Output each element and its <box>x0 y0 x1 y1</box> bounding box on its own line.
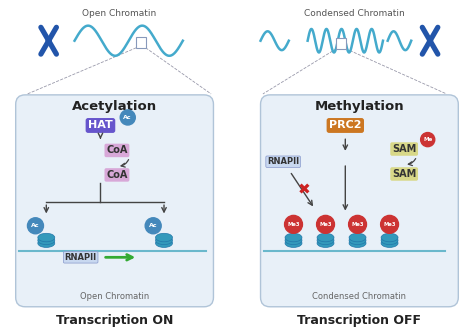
Text: ✖: ✖ <box>298 182 310 198</box>
Text: Transcription OFF: Transcription OFF <box>297 314 421 327</box>
FancyBboxPatch shape <box>16 95 213 307</box>
Text: PRC2: PRC2 <box>329 120 362 130</box>
Text: Condensed Chromatin: Condensed Chromatin <box>312 292 406 301</box>
Text: Ac: Ac <box>31 223 40 228</box>
Ellipse shape <box>317 239 334 248</box>
Ellipse shape <box>381 236 398 245</box>
Text: Me3: Me3 <box>319 222 332 227</box>
Ellipse shape <box>285 233 302 242</box>
Text: Transcription ON: Transcription ON <box>56 314 173 327</box>
Circle shape <box>348 215 366 233</box>
Ellipse shape <box>349 233 366 242</box>
Ellipse shape <box>38 233 55 242</box>
Circle shape <box>317 215 335 233</box>
Ellipse shape <box>349 236 366 245</box>
Text: Me3: Me3 <box>383 222 396 227</box>
Text: RNAPII: RNAPII <box>267 157 299 166</box>
Text: Methylation: Methylation <box>315 100 404 113</box>
Ellipse shape <box>46 39 51 42</box>
Ellipse shape <box>155 233 173 242</box>
Ellipse shape <box>285 239 302 248</box>
Circle shape <box>381 215 399 233</box>
Ellipse shape <box>155 236 173 245</box>
Text: Me3: Me3 <box>351 222 364 227</box>
Text: CoA: CoA <box>106 145 128 156</box>
Ellipse shape <box>38 239 55 248</box>
Text: CoA: CoA <box>106 170 128 180</box>
Circle shape <box>27 218 44 234</box>
Circle shape <box>420 132 435 147</box>
Text: Ac: Ac <box>149 223 157 228</box>
FancyBboxPatch shape <box>261 95 458 307</box>
Circle shape <box>120 110 135 125</box>
Text: SAM: SAM <box>392 144 416 154</box>
Text: Open Chromatin: Open Chromatin <box>80 292 149 301</box>
Ellipse shape <box>381 233 398 242</box>
Text: Me: Me <box>423 137 432 142</box>
Text: RNAPII: RNAPII <box>64 253 97 262</box>
Ellipse shape <box>285 236 302 245</box>
Ellipse shape <box>155 239 173 248</box>
Text: Open Chromatin: Open Chromatin <box>82 9 156 19</box>
Circle shape <box>145 218 161 234</box>
FancyBboxPatch shape <box>336 38 346 49</box>
Ellipse shape <box>317 236 334 245</box>
FancyBboxPatch shape <box>136 37 146 48</box>
Text: SAM: SAM <box>392 169 416 179</box>
Ellipse shape <box>428 39 433 42</box>
Text: Ac: Ac <box>123 115 132 120</box>
Ellipse shape <box>381 239 398 248</box>
Text: Me3: Me3 <box>287 222 300 227</box>
Text: Acetylation: Acetylation <box>72 100 157 113</box>
Ellipse shape <box>317 233 334 242</box>
Circle shape <box>284 215 302 233</box>
Text: HAT: HAT <box>88 120 113 130</box>
Ellipse shape <box>38 236 55 245</box>
Ellipse shape <box>349 239 366 248</box>
Text: Condensed Chromatin: Condensed Chromatin <box>304 9 405 19</box>
